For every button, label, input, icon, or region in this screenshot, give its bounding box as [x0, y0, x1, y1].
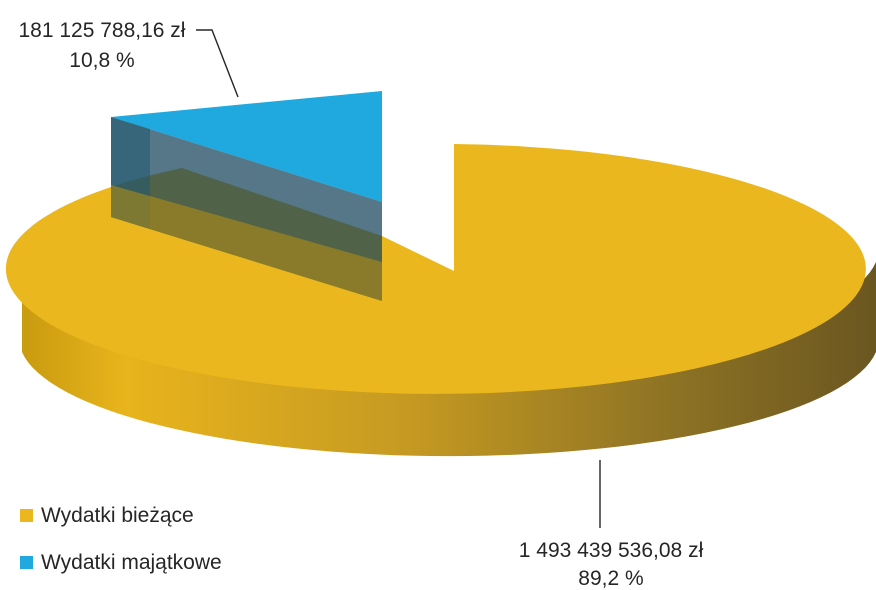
data-label-biezace-value: 1 493 439 536,08 zł — [519, 539, 704, 562]
data-label-majatkowe-percent: 10,8 % — [69, 49, 134, 72]
leader-line-majatkowe — [196, 29, 239, 98]
legend-item-majatkowe: Wydatki majątkowe — [20, 551, 222, 574]
data-label-majatkowe-value: 181 125 788,16 zł — [19, 19, 186, 42]
slice-wydatki-majatkowe — [111, 91, 382, 301]
legend-item-biezace: Wydatki bieżące — [20, 504, 194, 527]
legend-swatch-biezace — [20, 509, 33, 522]
slice-wydatki-majatkowe-lower-overlay — [111, 185, 382, 301]
slice-wydatki-majatkowe-top — [111, 91, 382, 202]
legend-label-majatkowe: Wydatki majątkowe — [41, 551, 222, 574]
data-label-biezace-percent: 89,2 % — [578, 567, 643, 590]
slice-wydatki-biezace-side — [22, 262, 876, 457]
legend-swatch-majatkowe — [20, 556, 33, 569]
legend: Wydatki bieżące Wydatki majątkowe — [20, 504, 222, 574]
legend-label-biezace: Wydatki bieżące — [41, 504, 194, 527]
